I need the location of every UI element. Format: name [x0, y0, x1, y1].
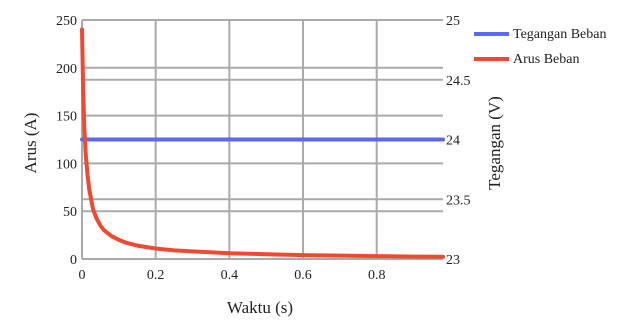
legend-label-arus-beban: Arus Beban	[513, 52, 580, 67]
legend-label-tegangan-beban: Tegangan Beban	[513, 27, 606, 42]
y-left-tick-label: 250	[56, 14, 77, 29]
y-right-tick-label: 24	[446, 134, 460, 149]
y-left-tick-label: 200	[56, 62, 77, 77]
legend: Tegangan Beban Arus Beban	[474, 27, 606, 67]
series-arus-beban-line	[80, 27, 445, 259]
x-axis-title: Waktu (s)	[227, 298, 293, 317]
x-tick-label: 0.8	[368, 268, 386, 283]
x-tick-label: 0.2	[147, 268, 165, 283]
y-right-tick-label: 24.5	[446, 74, 471, 89]
y-right-tick-label: 23.5	[446, 193, 471, 208]
y-axis-left-title: Arus (A)	[21, 113, 40, 174]
x-tick-label: 0.6	[294, 268, 312, 283]
x-tick-label: 0.4	[221, 268, 239, 283]
y-left-tick-label: 50	[63, 205, 77, 220]
tick-labels: 0 0.2 0.4 0.6 0.8 0 50 100 150 200 250 23 23.5 24 24.5…	[56, 14, 471, 283]
y-axis-right-title: Tegangan (V)	[485, 96, 504, 190]
x-tick-label: 0	[79, 268, 86, 283]
y-left-tick-label: 0	[70, 253, 77, 268]
y-right-tick-label: 25	[446, 14, 460, 29]
y-left-tick-label: 150	[56, 110, 77, 125]
series-layer	[80, 27, 445, 259]
y-right-tick-label: 23	[446, 253, 460, 268]
y-left-tick-label: 100	[56, 157, 77, 172]
